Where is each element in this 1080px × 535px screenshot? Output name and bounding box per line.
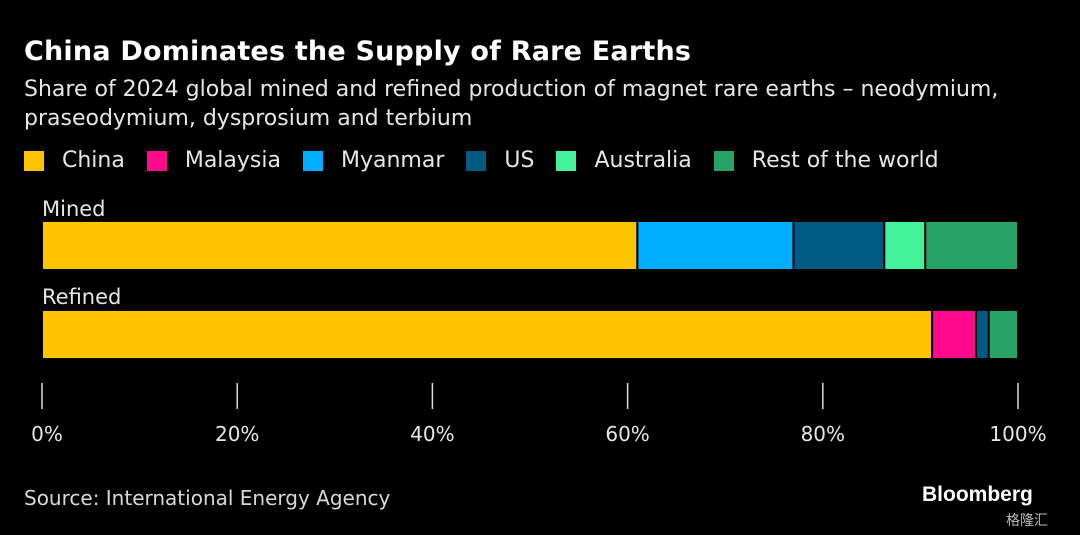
x-tick-label: 0% (31, 422, 63, 446)
legend-item: Malaysia (146, 148, 281, 173)
legend-label: Malaysia (184, 148, 281, 173)
x-tick-label: 20% (215, 422, 259, 446)
legend-swatch (146, 150, 167, 171)
legend-item: US (466, 148, 534, 173)
legend-item: Australia (556, 148, 692, 173)
x-tick-label: 60% (605, 422, 649, 446)
bar-segment-china (41, 220, 639, 271)
legend-swatch (556, 150, 577, 171)
legend: China Malaysia Myanmar US Australia Rest of t… (24, 148, 961, 173)
watermark: 格隆汇 (1006, 513, 1048, 529)
legend-label: Myanmar (340, 148, 445, 173)
bar-segment-us (792, 220, 886, 271)
category-label: Refined (42, 285, 121, 309)
bar-segment-australia (883, 220, 927, 271)
bar-segment-china (41, 309, 934, 360)
legend-label: US (504, 148, 535, 173)
chart-title: China Dominates the Supply of Rare Earth… (24, 36, 692, 67)
bar-segment-us (975, 309, 990, 360)
legend-swatch (24, 150, 44, 171)
bar-segment-rest-of-the-world (924, 220, 1020, 271)
bar-segment-rest-of-the-world (987, 309, 1019, 360)
legend-swatch (713, 150, 734, 171)
legend-label: Rest of the world (751, 148, 939, 173)
bar-segment-myanmar (636, 220, 795, 271)
legend-swatch (466, 150, 487, 171)
bloomberg-logo: Bloomberg (922, 483, 1033, 506)
chart-subtitle: Share of 2024 global mined and refined p… (24, 77, 999, 131)
legend-label: Australia (594, 148, 692, 173)
legend-item: Myanmar (302, 148, 445, 173)
category-label: Mined (42, 197, 106, 221)
bar-segment-malaysia (931, 309, 978, 360)
legend-label: China (62, 148, 125, 173)
x-tick-label: 100% (989, 422, 1046, 446)
legend-item: China (24, 148, 125, 173)
legend-item: Rest of the world (713, 148, 939, 173)
x-tick-label: 80% (801, 422, 845, 446)
x-tick-label: 40% (410, 422, 454, 446)
source-note: Source: International Energy Agency (24, 486, 391, 510)
legend-swatch (302, 150, 323, 171)
